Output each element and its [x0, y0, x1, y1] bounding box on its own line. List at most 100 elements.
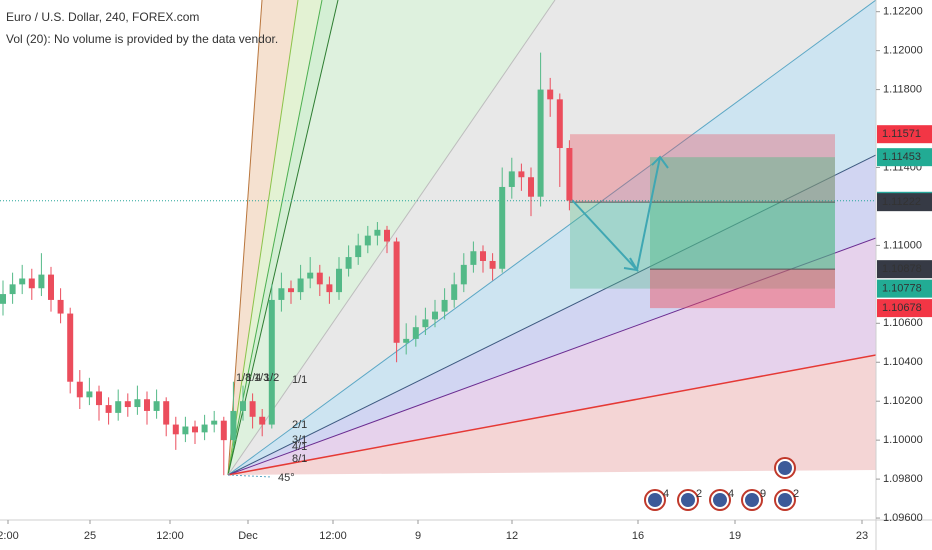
- x-tick-label: 12:00: [156, 530, 184, 542]
- event-flag: [681, 493, 695, 507]
- candle-body: [556, 99, 563, 149]
- volume-note: Vol (20): No volume is provided by the d…: [6, 32, 278, 46]
- candle-body: [470, 251, 477, 265]
- candle-body: [336, 268, 342, 293]
- y-tick-label: 1.11800: [883, 83, 922, 95]
- candle-body: [115, 401, 122, 413]
- candle-body: [67, 313, 74, 382]
- price-badge: [877, 279, 932, 298]
- candle-body: [393, 241, 400, 343]
- price-badge: [877, 260, 932, 279]
- candle-body: [460, 264, 467, 285]
- long-stop-zone: [650, 269, 835, 309]
- candle-body: [182, 426, 189, 435]
- candle-body: [508, 171, 515, 187]
- price-badge-label: 1.11571: [882, 128, 921, 140]
- fan-label: 8/1: [292, 453, 307, 465]
- y-tick-label: 1.10400: [883, 356, 923, 368]
- candle-body: [76, 381, 83, 398]
- candle-body: [28, 278, 35, 289]
- price-badge-label: 1.10878: [882, 263, 922, 275]
- candle-body: [201, 424, 208, 433]
- x-tick-label: 25: [84, 530, 96, 542]
- y-tick-label: 1.10600: [883, 317, 923, 329]
- candle-body: [48, 274, 54, 300]
- candle-body: [278, 288, 285, 300]
- candle-body: [192, 426, 198, 433]
- candle-body: [220, 420, 227, 441]
- x-tick-label: 23: [856, 530, 868, 542]
- candle-body: [345, 257, 352, 269]
- fan-line: [227, 0, 556, 476]
- candle-body: [163, 401, 170, 425]
- price-badge-label: 1.11222: [882, 196, 921, 208]
- fan-label: 4/1: [292, 441, 307, 453]
- event-flag: [745, 493, 759, 507]
- candle-body: [566, 148, 573, 201]
- candle-body: [124, 401, 131, 408]
- candle-body: [259, 416, 266, 425]
- y-tick-label: 1.10000: [883, 434, 923, 446]
- candle-body: [384, 229, 390, 242]
- fan-label: 1/8: [236, 372, 251, 384]
- price-badge: [877, 148, 932, 167]
- event-flag: [778, 493, 792, 507]
- price-badge: [877, 125, 932, 144]
- event-count: 4: [728, 488, 734, 500]
- price-badge-label: 1.10778: [882, 283, 922, 295]
- candle-body: [86, 391, 93, 398]
- fan-label: 1/1: [292, 374, 307, 386]
- event-count: 4: [663, 488, 669, 500]
- fan-label: 1/4: [246, 372, 261, 384]
- candle-body: [230, 410, 237, 441]
- fan-label: 1/3: [254, 372, 269, 384]
- x-tick-label: 9: [415, 530, 421, 542]
- price-badge: [877, 193, 932, 212]
- price-badge: [877, 299, 932, 318]
- candle-body: [134, 399, 141, 408]
- short-stop-zone: [570, 134, 835, 203]
- candle-body: [316, 272, 323, 285]
- x-tick-label: 19: [729, 530, 741, 542]
- symbol-title: Euro / U.S. Dollar, 240, FOREX.com: [6, 10, 199, 24]
- fan-label: 2/1: [292, 419, 307, 431]
- fan-line: [227, 154, 876, 476]
- event-count: 2: [793, 488, 799, 500]
- price-badge-label: 1.11453: [882, 151, 921, 163]
- fan-label: 1/2: [264, 372, 279, 384]
- event-count: 9: [760, 488, 766, 500]
- arrow-head: [623, 257, 639, 272]
- fan-line: [227, 354, 876, 476]
- plot-area: [0, 52, 876, 476]
- event-flag: [778, 461, 792, 475]
- x-tick-label: 12: [506, 530, 518, 542]
- candle-body: [297, 278, 304, 293]
- candle-body: [57, 299, 64, 314]
- fan-label: 3/1: [292, 434, 307, 446]
- candle-body: [355, 245, 362, 258]
- candle-body: [268, 299, 275, 425]
- fan-line: [227, 0, 339, 476]
- fan-line: [227, 0, 299, 476]
- event-flag: [713, 493, 727, 507]
- y-tick-label: 1.10200: [883, 395, 923, 407]
- candle-body: [38, 274, 45, 289]
- candle-body: [412, 327, 419, 339]
- candle-body: [211, 420, 218, 425]
- candle-body: [499, 186, 506, 269]
- fan-line: [227, 0, 876, 476]
- fan-label: 45°: [278, 472, 295, 484]
- candle-body: [326, 284, 333, 293]
- y-tick-label: 1.12000: [883, 45, 923, 57]
- fan-base: [227, 474, 273, 478]
- candle-body: [528, 177, 534, 197]
- candle-body: [441, 299, 448, 312]
- fan-line: [227, 0, 323, 476]
- candle-body: [547, 89, 554, 100]
- candle-body: [374, 229, 381, 236]
- y-tick-label: 1.11000: [883, 239, 922, 251]
- candle-body: [403, 338, 410, 343]
- candle-body: [422, 319, 429, 328]
- long-target-zone: [650, 157, 835, 270]
